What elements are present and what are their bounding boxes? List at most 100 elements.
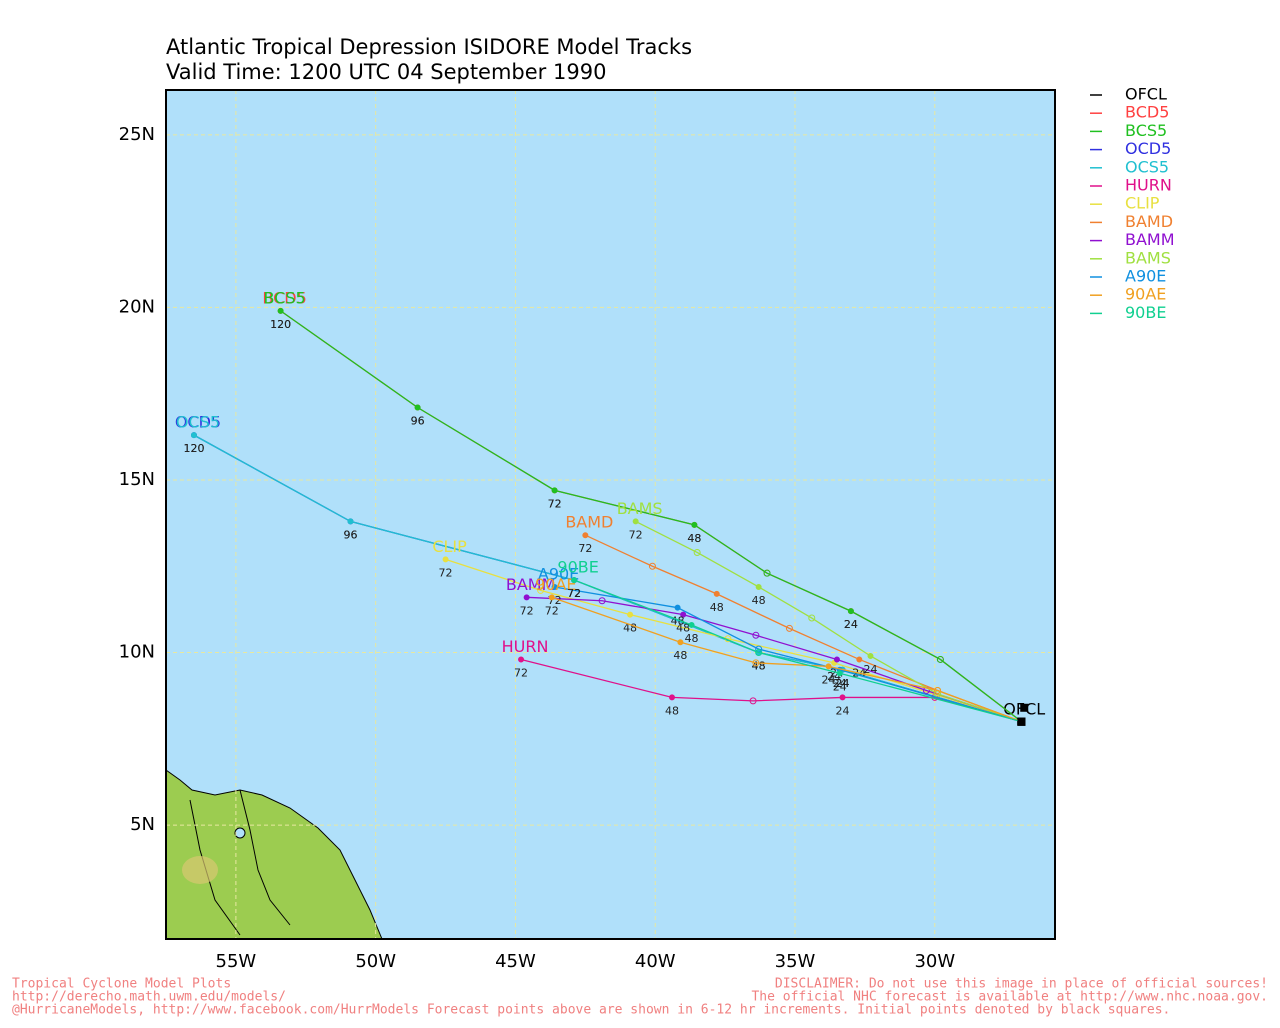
hour-label: 48 [710, 601, 724, 614]
y-tick-label: 25N [119, 124, 155, 145]
hour-label: 72 [567, 587, 581, 600]
legend-label: A90E [1125, 267, 1166, 286]
hour-label: 24 [836, 677, 850, 690]
hour-label: 24 [844, 618, 858, 631]
hour-label: 48 [687, 532, 701, 545]
forecast-point [936, 655, 944, 663]
grid [166, 90, 1055, 939]
forecast-point [190, 432, 197, 439]
chart-subtitle: Valid Time: 1200 UTC 04 September 1990 [166, 60, 606, 84]
initial-point [1020, 703, 1029, 712]
hour-label: 24 [833, 677, 847, 690]
legend-label: OCS5 [1125, 157, 1169, 176]
hour-label: 24 [844, 618, 858, 631]
forecast-point [414, 404, 421, 411]
track-name: OCS5 [176, 413, 220, 432]
track-name: BAMM [506, 575, 556, 594]
hour-label: 48 [676, 622, 690, 635]
initial-point [1017, 717, 1026, 726]
forecast-point [442, 556, 449, 563]
forecast-point [669, 694, 676, 701]
forecast-point [934, 687, 942, 695]
track-name: OFCL [1003, 699, 1045, 718]
forecast-point [752, 631, 760, 639]
hour-label: 48 [685, 632, 699, 645]
hour-label: 24 [863, 663, 877, 676]
hour-label: 72 [548, 497, 562, 510]
footer-text: The official NHC forecast is available a… [751, 990, 1268, 1005]
track-line [551, 596, 1022, 723]
plot-area [166, 90, 1055, 939]
forecast-point [856, 656, 863, 663]
y-tick-label: 20N [119, 296, 155, 317]
land [166, 769, 383, 939]
y-tick-label: 15N [119, 469, 155, 490]
forecast-point [867, 653, 874, 659]
hour-label: 120 [183, 442, 204, 455]
forecast-point [677, 639, 684, 646]
legend-label: BAMS [1125, 248, 1171, 267]
forecast-point [847, 608, 854, 615]
hour-label: 72 [548, 497, 562, 510]
legend-label: BCS5 [1125, 121, 1167, 140]
chart-title: Atlantic Tropical Depression ISIDORE Mod… [166, 35, 692, 59]
y-tick-label: 10N [119, 642, 155, 663]
forecast-point [749, 697, 757, 705]
forecast-point [763, 569, 771, 577]
hour-label: 48 [673, 649, 687, 662]
track-line [445, 558, 1022, 723]
hour-label: 120 [270, 318, 291, 331]
forecast-point [537, 586, 545, 594]
forecast-point [836, 670, 843, 677]
hour-label: 72 [545, 604, 559, 617]
x-tick-label: 50W [355, 951, 396, 972]
forecast-point [839, 694, 846, 701]
track-name: OCD5 [175, 413, 221, 432]
forecast-point [523, 594, 530, 601]
track-name: BAMD [565, 513, 613, 532]
hour-label: 24 [836, 704, 850, 717]
track-name: HURN [502, 637, 549, 656]
track-name: CLIP [432, 537, 467, 556]
hour-label: 72 [514, 666, 528, 679]
x-tick-label: 55W [216, 951, 257, 972]
x-tick-label: 40W [635, 951, 676, 972]
legend-label: OCD5 [1125, 139, 1171, 158]
forecast-point [347, 518, 354, 525]
hour-label: 48 [687, 532, 701, 545]
forecast-point [551, 487, 558, 494]
forecast-point [808, 614, 816, 622]
y-tick-label: 5N [130, 814, 155, 835]
track-line [573, 579, 1022, 723]
hour-label: 24 [822, 673, 836, 686]
plot-frame [165, 89, 1056, 940]
hour-label: 72 [439, 566, 453, 579]
legend-label: 90AE [1125, 285, 1166, 304]
hour-label: 96 [344, 528, 358, 541]
forecast-point [277, 307, 284, 314]
hour-label: 24 [836, 677, 850, 690]
legend-label: 90BE [1125, 303, 1166, 322]
hour-label: 48 [665, 704, 679, 717]
forecast-point [755, 649, 763, 657]
forecast-point [785, 624, 793, 632]
forecast-point [674, 604, 681, 611]
hour-label: 96 [411, 415, 425, 428]
forecast-point [693, 548, 701, 556]
hour-label: 120 [270, 318, 291, 331]
hour-label: 48 [752, 594, 766, 607]
legend-label: BAMM [1125, 230, 1175, 249]
track-name: 90AE [535, 575, 576, 594]
forecast-point [825, 663, 832, 670]
track-name: 90BE [557, 558, 598, 577]
hour-label: 72 [578, 542, 592, 555]
track-line [280, 310, 1022, 723]
footer-text: DISCLAIMER: Do not use this image in pla… [775, 977, 1268, 992]
hour-label: 48 [623, 622, 637, 635]
forecast-point [691, 521, 698, 528]
track-line [526, 596, 1022, 723]
footer-text: http://derecho.math.uwm.edu/models/ [12, 990, 286, 1005]
hour-label: 24 [833, 680, 847, 693]
forecast-point [598, 597, 606, 605]
forecast-point [632, 518, 639, 525]
